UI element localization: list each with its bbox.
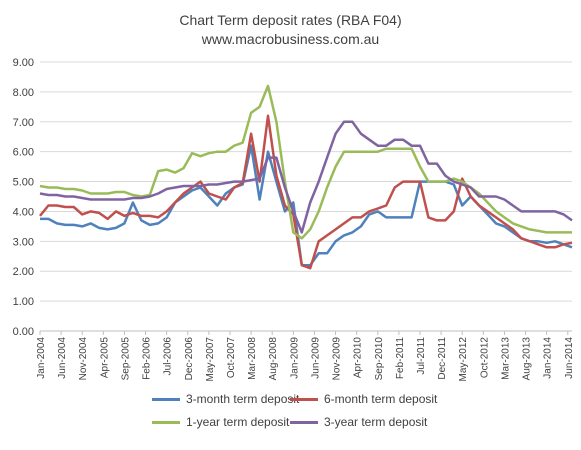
y-tick-label: 5.00 — [13, 177, 34, 189]
legend-label: 3-month term deposit — [186, 392, 300, 406]
series-line-3-year-term-deposit — [39, 120, 573, 234]
x-tick-label: Aug-2008 — [268, 337, 279, 381]
legend-swatch — [152, 420, 180, 424]
series-line-3-month-term-deposit — [40, 144, 573, 267]
series-lines — [39, 84, 573, 270]
x-tick-label: Jun-2004 — [57, 337, 68, 379]
y-tick-label: 7.00 — [13, 117, 34, 129]
y-tick-label: 6.00 — [13, 147, 34, 159]
series-line-6-month-term-deposit — [39, 114, 573, 270]
x-tick-label: Jan-2009 — [289, 337, 300, 379]
legend-label: 1-year term deposit — [186, 415, 290, 429]
legend-swatch — [290, 420, 318, 424]
y-axis: 0.00 1.00 2.00 3.00 4.00 5.00 6.00 7.00 8.00 9.00 — [13, 57, 34, 338]
legend-swatch — [290, 397, 318, 401]
x-tick-label: Sep-2010 — [374, 337, 385, 381]
x-tick-label: Jul-2006 — [163, 337, 174, 376]
y-tick-label: 3.00 — [13, 236, 34, 248]
x-tick-label: Oct-2007 — [226, 337, 237, 379]
x-tick-label: Aug-2013 — [522, 337, 533, 381]
series-line-1-year-term-deposit — [39, 84, 572, 240]
x-axis: Jan-2004 Jun-2004 Nov-2004 Apr-2005 Sep-2005… — [36, 330, 575, 382]
x-tick-label: Mar-2013 — [500, 337, 511, 380]
x-tick-label: Mar-2008 — [247, 337, 258, 380]
x-tick-label: May-2012 — [458, 337, 469, 382]
x-tick-label: Feb-2011 — [395, 337, 406, 380]
x-tick-label: Nov-2009 — [332, 337, 343, 381]
x-tick-label: Jun-2014 — [564, 337, 575, 379]
legend-label: 6-month term deposit — [324, 392, 438, 406]
x-tick-label: Dec-2011 — [437, 337, 448, 380]
x-tick-label: Apr-2010 — [353, 337, 364, 379]
y-tick-label: 4.00 — [13, 206, 34, 218]
x-tick-label: Jan-2004 — [36, 337, 47, 379]
legend-swatch — [152, 397, 180, 401]
y-tick-label: 8.00 — [13, 87, 34, 99]
legend-item: 1-year term deposit — [152, 415, 289, 429]
legend-item: 3-year term deposit — [290, 415, 427, 429]
chart-subtitle: www.macrobusiness.com.au — [201, 31, 380, 47]
gridlines — [40, 61, 572, 332]
y-tick-label: 1.00 — [13, 296, 34, 308]
y-tick-label: 2.00 — [13, 266, 34, 278]
x-tick-label: Dec-2006 — [184, 337, 195, 381]
x-tick-label: Feb-2006 — [142, 337, 153, 380]
legend-label: 3-year term deposit — [324, 415, 428, 429]
x-tick-label: May-2007 — [205, 337, 216, 382]
x-tick-label: Nov-2004 — [78, 337, 89, 381]
y-tick-label: 0.00 — [13, 326, 34, 338]
x-tick-label: Jan-2014 — [543, 337, 554, 379]
x-tick-label: Oct-2012 — [479, 337, 490, 379]
x-tick-label: Jun-2009 — [310, 337, 321, 379]
legend-item: 6-month term deposit — [290, 392, 437, 406]
x-tick-label: Apr-2005 — [99, 337, 110, 379]
x-tick-label: Jul-2011 — [416, 337, 427, 375]
chart-title: Chart Term deposit rates (RBA F04) — [179, 12, 402, 28]
y-tick-label: 9.00 — [13, 57, 34, 69]
legend-item: 3-month term deposit — [152, 392, 299, 406]
x-tick-label: Sep-2005 — [120, 337, 131, 381]
